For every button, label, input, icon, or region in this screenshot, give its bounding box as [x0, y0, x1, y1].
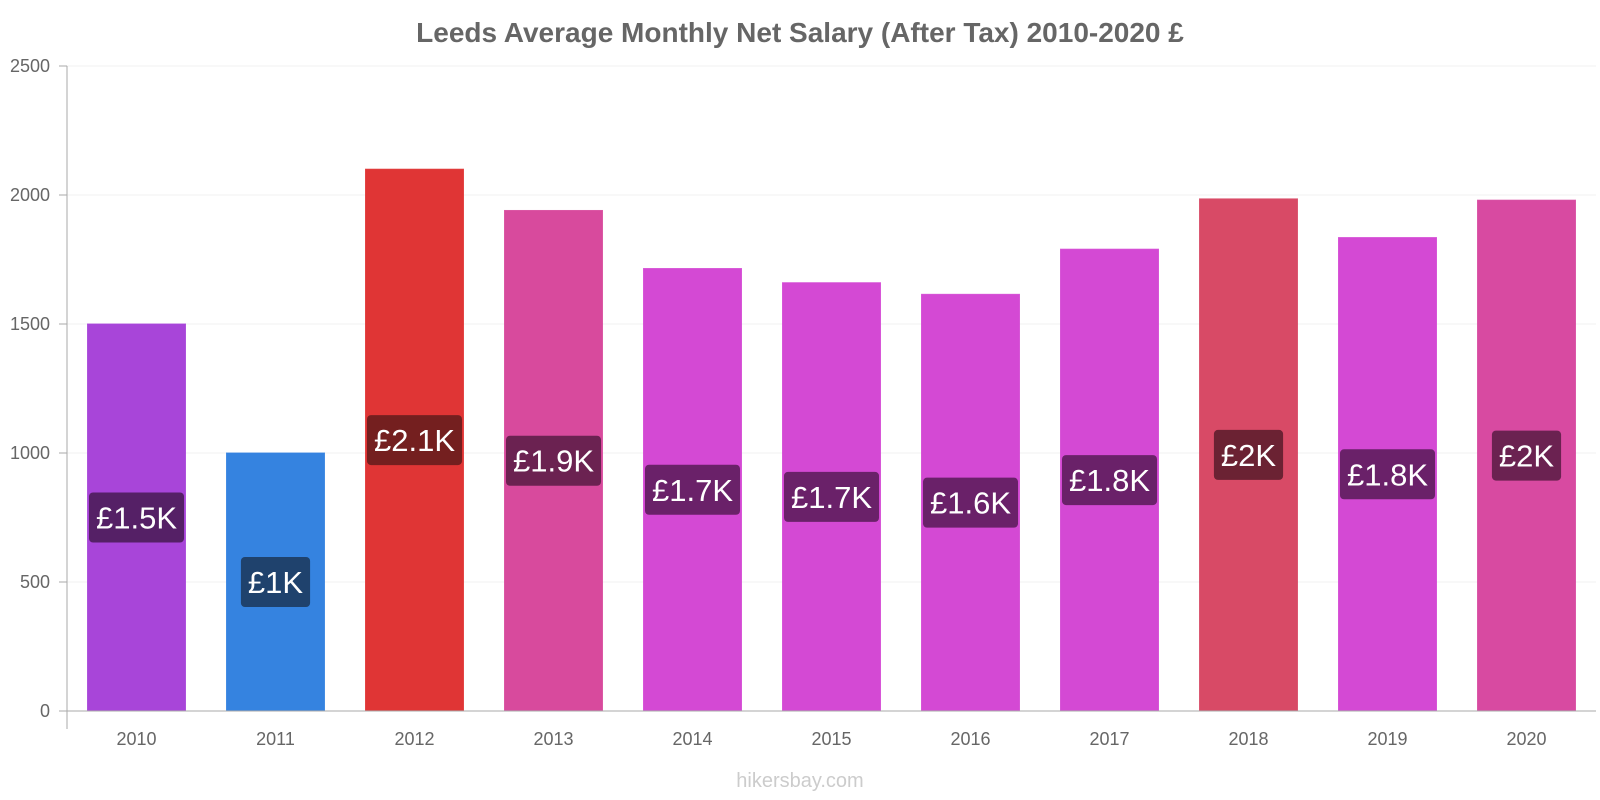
y-tick-label: 500: [20, 572, 50, 592]
data-labels: £1.5K £1K £2.1K £1.9K £1.7K £1.7K £1.6K £1.8K £2…: [88, 415, 1562, 607]
data-label-2012: £2.1K: [366, 415, 463, 466]
data-label-background: [240, 557, 311, 607]
data-label-text: £1.7K: [791, 480, 872, 515]
data-label-text: £2K: [1499, 439, 1554, 474]
data-label-2019: £1.8K: [1339, 449, 1436, 500]
data-label-text: £2K: [1221, 438, 1276, 473]
data-label-background: [783, 471, 880, 522]
x-tick-label: 2018: [1228, 729, 1268, 749]
data-label-2018: £2K: [1213, 429, 1284, 480]
y-tick-label: 2500: [10, 56, 50, 76]
x-tick-labels: 2010 2011 2012 2013 2014 2015 2016 2017 2018 2019…: [116, 729, 1546, 749]
data-label-text: £1.9K: [513, 444, 594, 479]
data-label-text: £1.8K: [1347, 457, 1428, 492]
x-tick-label: 2010: [116, 729, 156, 749]
x-tick-label: 2020: [1506, 729, 1546, 749]
x-tick-label: 2017: [1089, 729, 1129, 749]
data-label-background: [88, 492, 185, 543]
data-label-text: £1.8K: [1069, 463, 1150, 498]
data-label-background: [1339, 449, 1436, 500]
x-tick-label: 2012: [394, 729, 434, 749]
y-tick-label: 0: [40, 701, 50, 721]
data-label-background: [922, 477, 1019, 528]
data-label-2011: £1K: [240, 557, 311, 607]
x-tick-label: 2015: [811, 729, 851, 749]
y-tick-label: 1000: [10, 443, 50, 463]
data-label-2020: £2K: [1491, 430, 1562, 481]
watermark: hikersbay.com: [736, 770, 863, 792]
data-label-text: £1K: [248, 565, 303, 600]
data-label-2013: £1.9K: [505, 435, 602, 486]
x-tick-label: 2016: [950, 729, 990, 749]
data-label-background: [1213, 429, 1284, 480]
x-tick-label: 2011: [256, 729, 295, 749]
data-label-background: [505, 435, 602, 486]
data-label-background: [1491, 430, 1562, 481]
x-tick-label: 2019: [1367, 729, 1407, 749]
data-label-2010: £1.5K: [88, 492, 185, 543]
y-tick-labels: 0 500 1000 1500 2000 2500: [10, 56, 67, 721]
data-label-background: [644, 464, 741, 515]
data-label-2017: £1.8K: [1061, 455, 1158, 506]
data-label-background: [366, 415, 463, 466]
axes: [66, 66, 1596, 729]
bars: [87, 168, 1576, 712]
data-label-text: £1.5K: [96, 501, 177, 536]
data-label-text: £1.7K: [652, 473, 733, 508]
data-label-background: [1061, 455, 1158, 506]
data-label-text: £2.1K: [374, 423, 455, 458]
chart-title: Leeds Average Monthly Net Salary (After …: [416, 17, 1184, 48]
data-label-text: £1.6K: [930, 486, 1011, 521]
data-label-2014: £1.7K: [644, 464, 741, 515]
y-tick-label: 1500: [10, 314, 50, 334]
x-tick-label: 2013: [533, 729, 573, 749]
data-label-2015: £1.7K: [783, 471, 880, 522]
x-tick-label: 2014: [672, 729, 712, 749]
y-tick-label: 2000: [10, 185, 50, 205]
data-label-2016: £1.6K: [922, 477, 1019, 528]
